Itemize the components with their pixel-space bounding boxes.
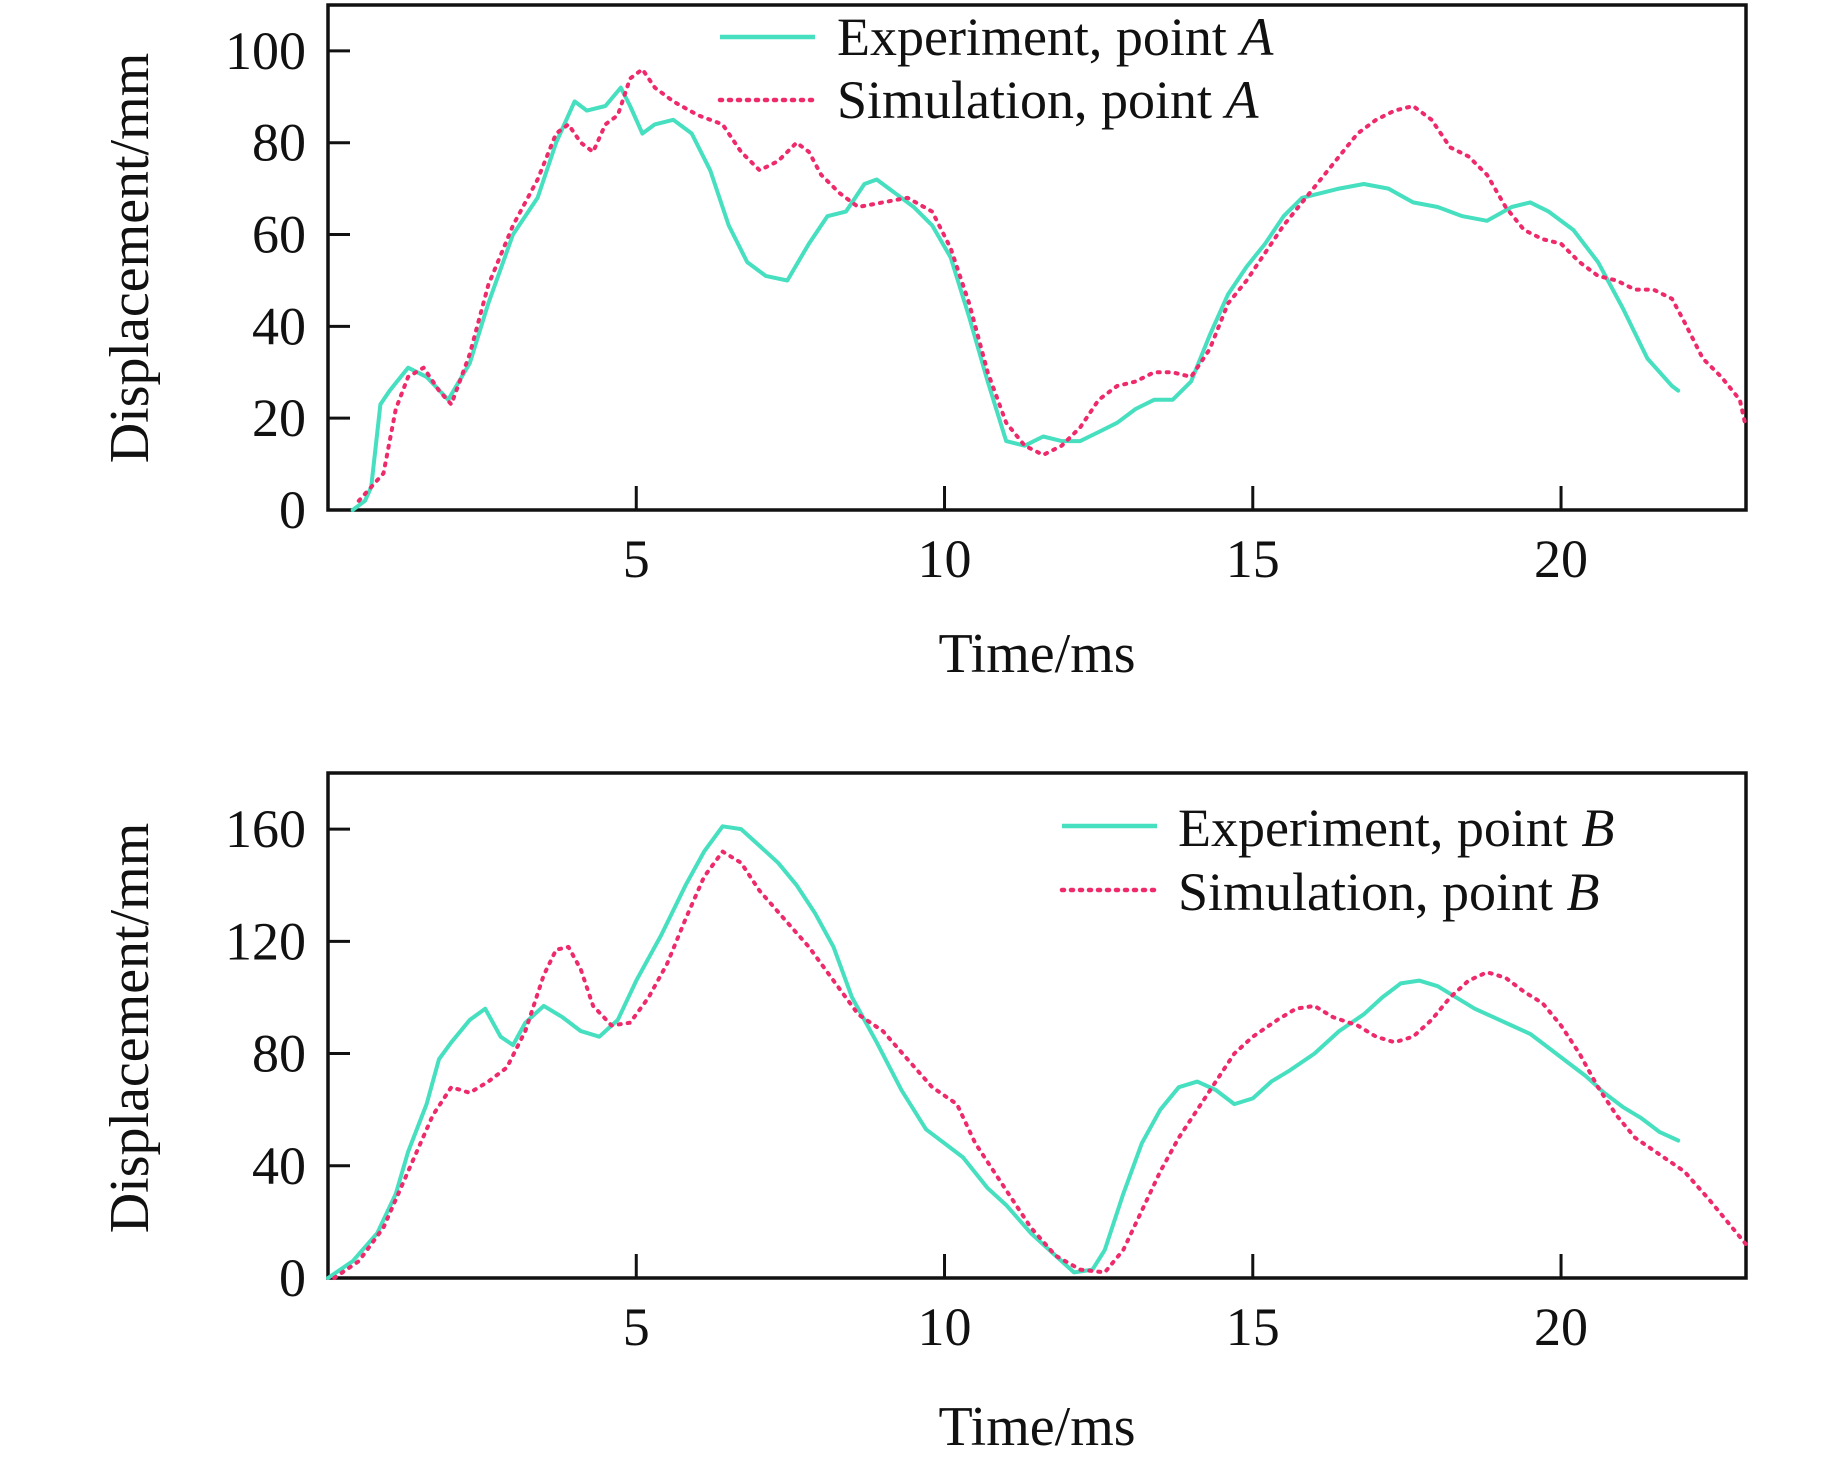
y-tick-label: 20 [252,388,306,448]
series-line-experiment [326,824,1681,1280]
plot-frame [326,771,1748,1280]
y-tick-label: 0 [279,480,306,540]
plot-frame [326,3,1748,512]
y-tick-label: 80 [252,1024,306,1084]
x-axis-label: Time/ms [938,1396,1135,1458]
y-tick-label: 160 [225,799,306,859]
x-tick-label: 10 [918,1297,972,1357]
y-tick-label: 40 [252,1136,306,1196]
y-axis-label: Displacement/mm [99,823,161,1234]
y-tick-label: 40 [252,296,306,356]
y-tick-label: 120 [225,911,306,971]
series-line-simulation [356,67,1748,503]
legend: Experiment, point B Simulation, point B [1059,798,1614,922]
series-line-experiment [350,85,1681,512]
x-tick-label: 5 [623,529,650,589]
y-tick-label: 100 [225,21,306,81]
chart-panel-point-a: 5 10 15 20 0 20 40 60 80 100 Time/ms Displacemen… [99,3,1748,685]
series-line-simulation [332,849,1748,1280]
legend-entry-simulation: Simulation, point B [1178,862,1600,922]
x-tick-label: 20 [1534,1297,1588,1357]
x-axis-label: Time/ms [938,623,1135,685]
y-tick-label: 80 [252,113,306,173]
x-tick-label: 5 [623,1297,650,1357]
x-tick-label: 10 [918,529,972,589]
x-tick-label: 15 [1226,529,1280,589]
legend-entry-experiment: Experiment, point B [1178,798,1614,858]
x-tick-label: 15 [1226,1297,1280,1357]
legend: Experiment, point A Simulation, point A [717,7,1274,130]
legend-entry-simulation: Simulation, point A [837,70,1260,130]
y-tick-label: 0 [279,1248,306,1308]
y-axis-label: Displacement/mm [99,53,161,464]
x-tick-label: 20 [1534,529,1588,589]
legend-entry-experiment: Experiment, point A [837,7,1274,67]
y-tick-label: 60 [252,205,306,265]
chart-panel-point-b: 5 10 15 20 0 40 80 120 160 Time/ms Displacement… [99,771,1748,1458]
